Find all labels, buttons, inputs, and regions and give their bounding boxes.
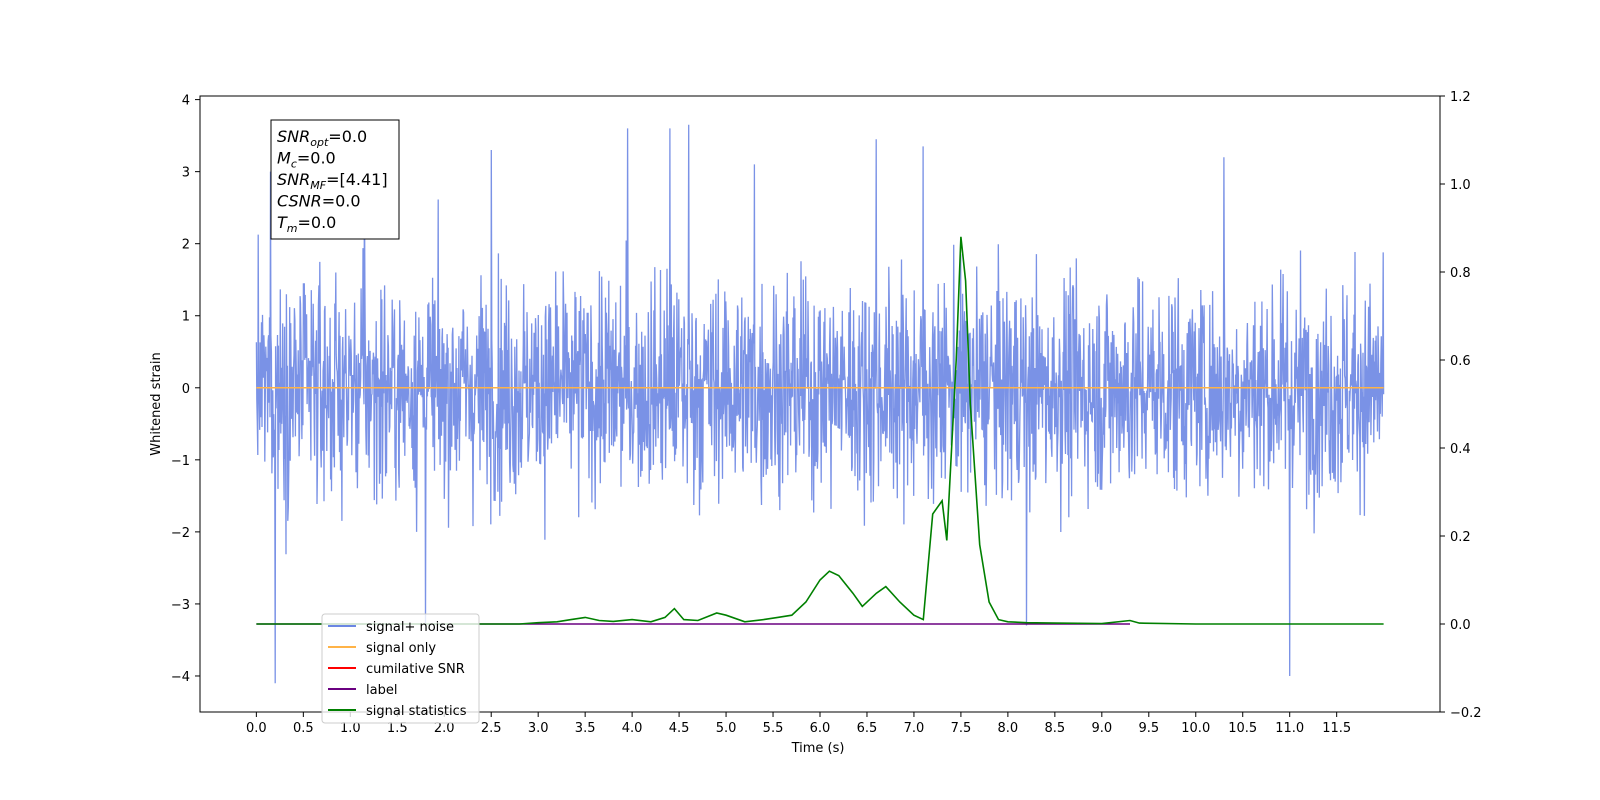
y-tick-label: −4: [171, 670, 190, 685]
x-tick-label: 6.0: [810, 721, 831, 736]
statistics-line: CSNR=0.0: [277, 192, 361, 211]
x-tick-label: 5.5: [763, 721, 784, 736]
x-tick-label: 4.0: [622, 721, 643, 736]
statistics-line: SNRMF=[4.41]: [277, 170, 388, 192]
y-tick-label: 1: [182, 310, 190, 325]
x-tick-label: 8.0: [998, 721, 1019, 736]
x-tick-label: 10.5: [1228, 721, 1257, 736]
y-tick-label: 3: [182, 166, 190, 181]
x-tick-label: 4.5: [669, 721, 690, 736]
x-tick-label: 2.0: [434, 721, 455, 736]
x-tick-label: 7.5: [951, 721, 972, 736]
x-tick-label: 6.5: [857, 721, 878, 736]
x-tick-label: 11.5: [1322, 721, 1351, 736]
x-tick-label: 9.0: [1091, 721, 1112, 736]
x-tick-label: 10.0: [1181, 721, 1210, 736]
y-axis-title: Whitened strain: [149, 352, 164, 455]
statistics-line: Tm=0.0: [277, 213, 336, 235]
y2-tick-label: 1.0: [1450, 178, 1471, 193]
y-tick-label: 2: [182, 238, 190, 253]
y-tick-label: −2: [171, 526, 190, 541]
y2-tick-label: 0.8: [1450, 266, 1471, 281]
x-axis: 0.0 0.5 1.0 1.5 2.0 2.5 3.0 3.5 4.0 4.5 5.0 5.5 6.0 6…: [246, 712, 1351, 736]
y-tick-label: −3: [171, 598, 190, 613]
y2-tick-label: 0.4: [1450, 442, 1471, 457]
x-tick-label: 11.0: [1275, 721, 1304, 736]
y-tick-label: −1: [171, 454, 190, 469]
statistics-box-frame: [270, 119, 400, 240]
statistics-line: Mc=0.0: [277, 149, 336, 171]
y-axis-left: −4 −3 −2 −1 0 1 2 3 4: [171, 94, 200, 685]
x-axis-title: Time (s): [791, 741, 845, 756]
y2-tick-label: 0.0: [1450, 618, 1471, 633]
x-tick-label: 1.0: [340, 721, 361, 736]
y2-tick-label: 0.2: [1450, 530, 1471, 545]
legend: signal+ noise signal only cumilative SNR la…: [321, 613, 480, 724]
legend-frame: [321, 613, 480, 724]
series-signal-noise-line: [255, 124, 1385, 684]
series-signal-statistics-line: [256, 236, 1384, 625]
y-tick-label: 4: [182, 94, 190, 109]
x-tick-label: 3.0: [528, 721, 549, 736]
x-tick-label: 7.0: [904, 721, 925, 736]
legend-label: signal+ noise: [366, 620, 454, 635]
x-tick-label: 8.5: [1045, 721, 1066, 736]
y2-tick-label: 0.6: [1450, 354, 1471, 369]
statistics-line: SNRopt=0.0: [277, 127, 367, 149]
x-tick-label: 5.0: [716, 721, 737, 736]
y2-tick-label: −0.2: [1450, 706, 1482, 721]
x-tick-label: 0.0: [246, 721, 267, 736]
y-tick-label: 0: [182, 382, 190, 397]
legend-label: cumilative SNR: [366, 662, 465, 677]
x-tick-label: 3.5: [575, 721, 596, 736]
y2-tick-label: 1.2: [1450, 90, 1471, 105]
x-tick-label: 2.5: [481, 721, 502, 736]
legend-label: label: [366, 683, 397, 698]
y-axis-right: −0.2 0.0 0.2 0.4 0.6 0.8 1.0 1.2: [1440, 90, 1482, 721]
x-tick-label: 9.5: [1138, 721, 1159, 736]
x-tick-label: 1.5: [387, 721, 408, 736]
legend-label: signal only: [366, 641, 436, 656]
legend-label: signal statistics: [366, 704, 467, 719]
x-tick-label: 0.5: [293, 721, 314, 736]
